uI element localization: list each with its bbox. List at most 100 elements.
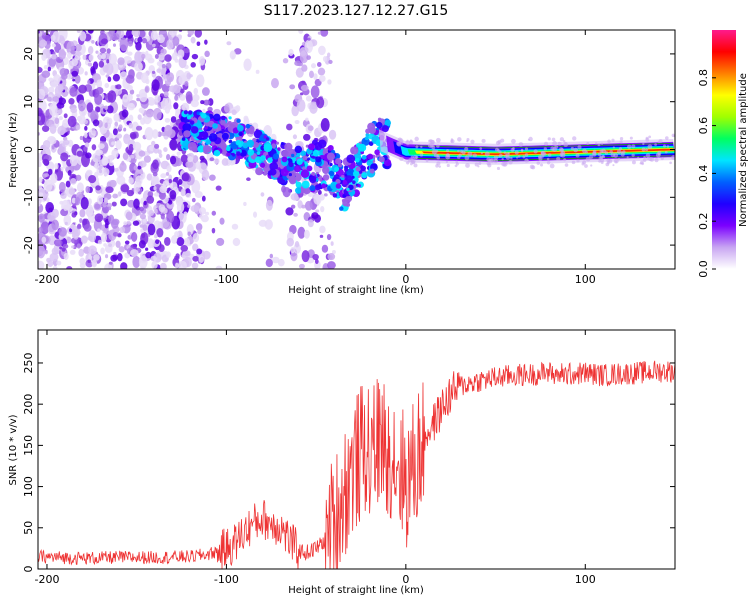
spectral-speckle	[289, 84, 296, 90]
spectral-speckle	[631, 153, 635, 157]
spectral-speckle	[301, 204, 306, 209]
spectral-blob	[246, 139, 255, 148]
spectral-speckle	[175, 253, 180, 259]
spectral-speckle	[318, 45, 326, 56]
colorbar: 0.0 0.2 0.4 0.6 0.8 Normalized spectral ampl…	[697, 30, 749, 278]
spectral-speckle	[56, 102, 65, 109]
spectral-speckle	[435, 137, 441, 143]
spectral-speckle	[413, 155, 418, 160]
spectral-speckle	[86, 102, 94, 113]
spectral-speckle	[74, 196, 81, 206]
spectral-blob	[263, 135, 268, 139]
spectral-speckle	[43, 179, 53, 193]
spectral-blob	[221, 128, 226, 133]
spectral-speckle	[305, 95, 312, 102]
spectral-speckle	[524, 153, 529, 157]
spectral-speckle	[209, 174, 216, 181]
spectrogram-y-ticks: -20 -10 0 10 20	[22, 47, 675, 254]
spectral-speckle	[139, 213, 147, 220]
spectral-speckle	[235, 105, 241, 112]
spectral-speckle	[312, 253, 319, 261]
spectral-speckle	[243, 115, 249, 122]
spectral-speckle	[531, 165, 536, 170]
spectral-speckle	[182, 172, 190, 182]
spectral-blob	[293, 165, 302, 173]
spectral-speckle	[201, 169, 210, 181]
spectral-speckle	[178, 260, 187, 269]
spectral-speckle	[260, 192, 265, 197]
spectral-speckle	[496, 166, 501, 171]
spectral-speckle	[493, 158, 499, 164]
spectral-speckle	[537, 155, 542, 159]
spectral-speckle	[104, 122, 108, 129]
spectral-blob	[309, 185, 316, 192]
spectral-speckle	[52, 31, 60, 43]
spectral-speckle	[179, 94, 186, 101]
spectral-blob	[302, 166, 306, 170]
spectral-speckle	[58, 227, 67, 237]
spectral-speckle	[466, 137, 470, 141]
spectral-speckle	[297, 226, 306, 239]
spectral-speckle	[641, 147, 646, 152]
spectral-speckle	[290, 204, 296, 209]
spectral-blob	[294, 145, 303, 154]
spectral-speckle	[176, 151, 181, 156]
spectral-speckle	[420, 145, 423, 149]
y-tick-label: -20	[22, 236, 35, 254]
spectral-speckle	[44, 34, 51, 41]
spectral-speckle	[180, 244, 189, 252]
spectral-speckle	[164, 236, 171, 246]
spectral-speckle	[204, 50, 210, 58]
spectral-speckle	[601, 154, 605, 158]
spectral-blob	[322, 174, 330, 181]
spectral-speckle	[191, 53, 199, 60]
spectral-speckle	[60, 166, 64, 172]
spectral-speckle	[613, 158, 619, 164]
spectral-speckle	[171, 52, 178, 61]
spectral-speckle	[472, 153, 477, 158]
spectral-speckle	[126, 220, 131, 226]
spectral-speckle	[125, 74, 135, 84]
spectral-speckle	[196, 41, 201, 46]
spectral-speckle	[71, 210, 75, 213]
spectral-speckle	[88, 174, 97, 184]
spectral-speckle	[564, 163, 569, 167]
spectral-speckle	[130, 249, 139, 257]
spectral-speckle	[94, 203, 101, 210]
spectral-blob	[301, 180, 310, 189]
spectral-speckle	[97, 195, 104, 205]
spectral-speckle	[446, 163, 450, 168]
spectral-speckle	[154, 208, 158, 215]
spectral-speckle	[536, 161, 541, 165]
spectral-speckle	[65, 166, 70, 171]
spectral-speckle	[557, 141, 562, 146]
spectral-blob	[306, 165, 313, 172]
spectral-speckle	[209, 157, 215, 162]
spectral-speckle	[610, 152, 616, 158]
spectral-blob	[265, 137, 270, 141]
spectral-speckle	[198, 56, 206, 66]
spectral-speckle	[410, 159, 415, 163]
spectral-speckle	[115, 139, 122, 150]
spectral-speckle	[600, 142, 604, 145]
spectral-speckle	[619, 137, 624, 141]
spectral-speckle	[38, 260, 45, 269]
spectral-speckle	[119, 226, 126, 234]
spectral-speckle	[134, 61, 143, 72]
spectral-blob	[281, 149, 290, 158]
spectral-speckle	[316, 96, 325, 109]
spectral-blob	[341, 198, 347, 203]
spectral-speckle	[445, 160, 449, 164]
spectral-speckle	[271, 256, 280, 264]
spectral-speckle	[450, 139, 455, 144]
spectral-speckle	[170, 116, 177, 123]
spectral-speckle	[108, 53, 118, 66]
spectral-blob	[190, 120, 195, 125]
spectral-speckle	[597, 152, 602, 157]
spectral-speckle	[516, 156, 519, 159]
spectral-speckle	[68, 188, 76, 195]
spectral-blob	[187, 141, 197, 151]
spectral-speckle	[51, 219, 59, 231]
spectral-blob	[352, 170, 360, 177]
spectral-blob	[361, 172, 368, 179]
